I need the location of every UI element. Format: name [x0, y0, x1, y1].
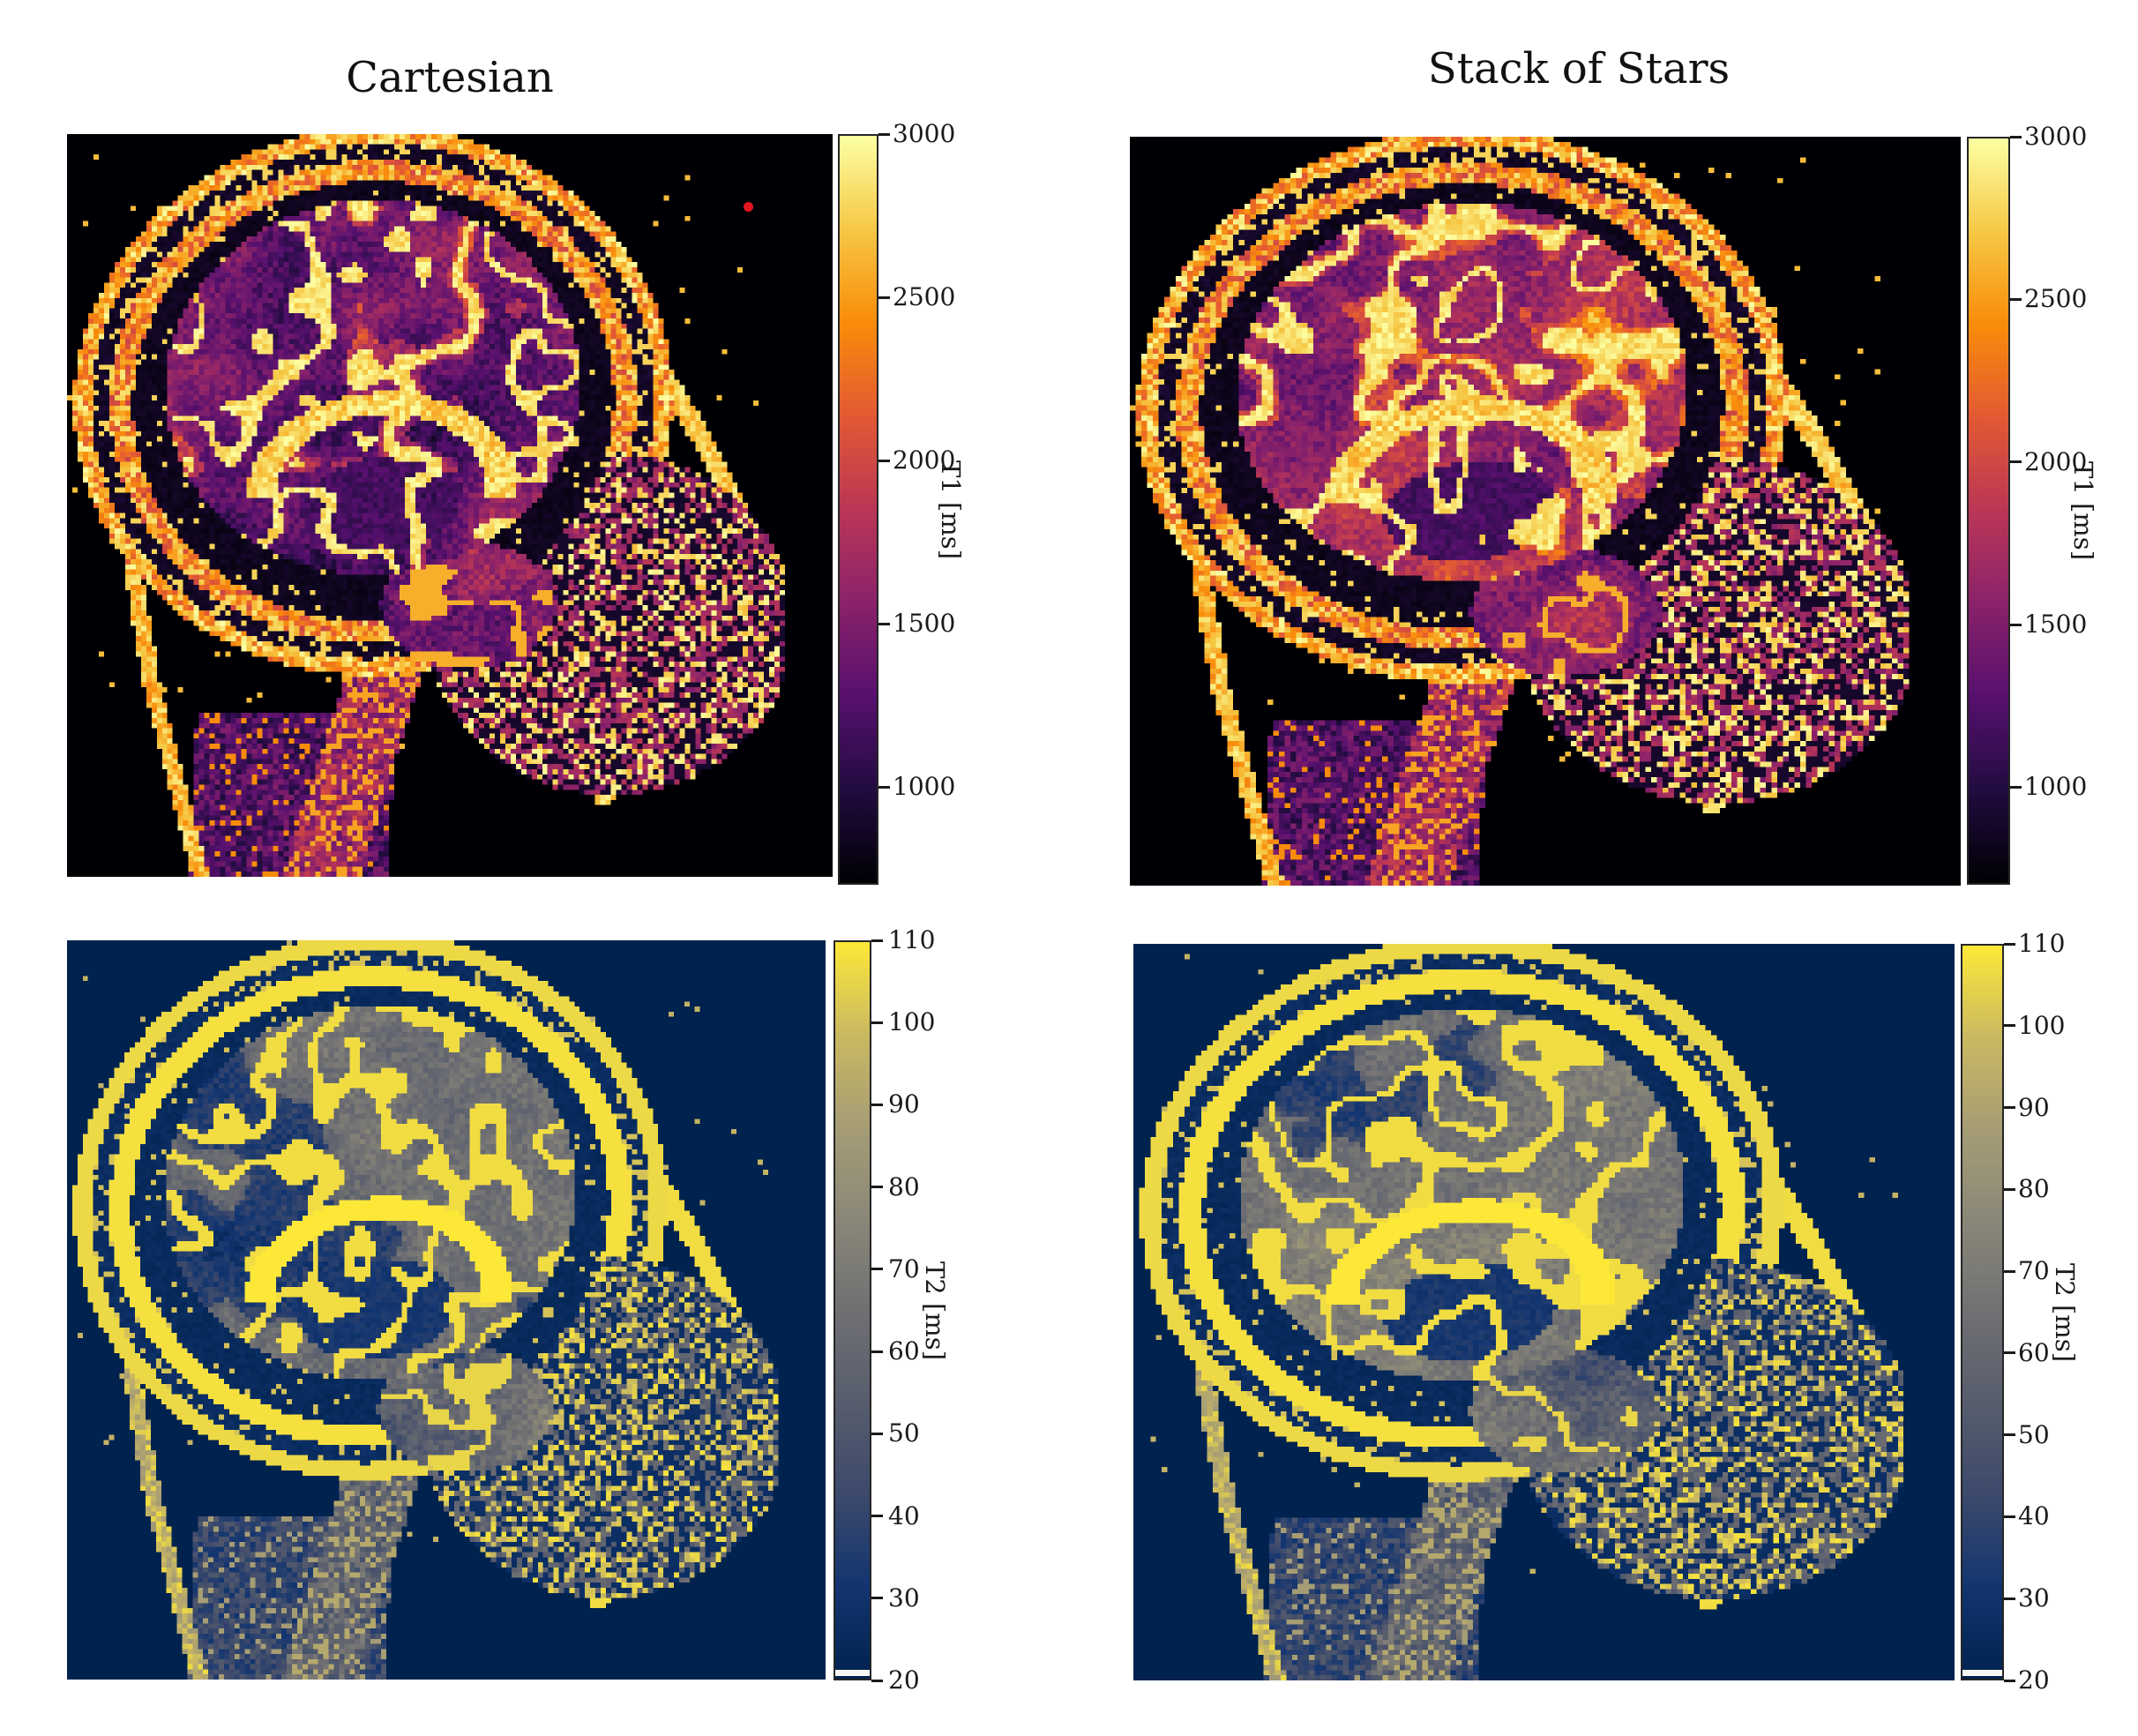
colorbar-tick-mark — [2010, 623, 2022, 626]
colorbar-tick-mark — [2004, 1433, 2015, 1437]
colorbar-tick-label: 1000 — [2024, 772, 2088, 802]
t2-colorbar-left — [834, 940, 871, 1680]
colorbar-tick-label: 30 — [2018, 1583, 2050, 1613]
colorbar-tick-mark — [871, 1103, 883, 1106]
colorbar-tick-mark — [2004, 942, 2015, 946]
colorbar-tick-mark — [871, 1350, 883, 1353]
colorbar-tick-label: 3000 — [2024, 122, 2088, 151]
colorbar-tick-label: 80 — [2018, 1174, 2050, 1204]
colorbar-tick-label: 2000 — [893, 445, 956, 475]
colorbar-tick-mark — [871, 1679, 883, 1682]
colorbar-tick-label: 60 — [888, 1336, 920, 1366]
colorbar-tick-mark — [878, 296, 890, 299]
column-title-cartesian: Cartesian — [346, 53, 554, 102]
colorbar-tick-label: 90 — [888, 1089, 920, 1119]
t2-map-cartesian-image — [67, 940, 826, 1680]
colorbar-tick-mark — [871, 1515, 883, 1518]
colorbar-tick-label: 110 — [2018, 929, 2066, 958]
colorbar-tick-mark — [2010, 297, 2022, 301]
colorbar-tick-mark — [2004, 1269, 2015, 1273]
colorbar-tick-label: 40 — [888, 1500, 920, 1530]
colorbar-tick-mark — [2004, 1597, 2015, 1600]
t1-map-stack-of-stars-image — [1130, 137, 1961, 886]
colorbar-tick-mark — [871, 1021, 883, 1024]
colorbar-tick-label: 110 — [888, 925, 936, 954]
colorbar-tick-mark — [871, 1597, 883, 1600]
colorbar-tick-label: 20 — [2018, 1665, 2050, 1695]
column-title-stack-of-stars: Stack of Stars — [1427, 44, 1731, 94]
colorbar-tick-mark — [871, 939, 883, 942]
colorbar-tick-mark — [2010, 135, 2022, 138]
colorbar-tick-label: 100 — [2018, 1010, 2066, 1040]
colorbar-tick-label: 2000 — [2024, 446, 2088, 476]
colorbar-tick-label: 1500 — [893, 609, 956, 638]
colorbar-tick-label: 70 — [2018, 1256, 2050, 1286]
colorbar-bottom-stripe — [1962, 1670, 2002, 1676]
colorbar-tick-mark — [878, 622, 890, 625]
colorbar-tick-label: 2500 — [893, 282, 956, 311]
colorbar-tick-mark — [871, 1268, 883, 1271]
colorbar-tick-mark — [871, 1186, 883, 1189]
colorbar-tick-label: 50 — [888, 1418, 920, 1448]
t2-colorbar-label-right: T2 [ms] — [2050, 1262, 2080, 1363]
colorbar-tick-label: 90 — [2018, 1092, 2050, 1122]
colorbar-tick-mark — [2004, 1024, 2015, 1028]
t2-colorbar-label-left: T2 [ms] — [920, 1261, 950, 1361]
colorbar-tick-mark — [2004, 1106, 2015, 1110]
t1-map-cartesian-image — [67, 134, 833, 877]
colorbar-tick-label: 1000 — [893, 772, 956, 801]
colorbar-tick-mark — [2004, 1515, 2015, 1518]
colorbar-tick-mark — [2004, 1351, 2015, 1355]
t2-map-stack-of-stars-image — [1133, 944, 1955, 1680]
colorbar-tick-mark — [871, 1432, 883, 1435]
colorbar-tick-label: 50 — [2018, 1419, 2050, 1449]
colorbar-tick-mark — [878, 132, 890, 136]
colorbar-bottom-stripe — [835, 1670, 870, 1676]
colorbar-tick-mark — [2010, 785, 2022, 789]
colorbar-tick-label: 100 — [888, 1007, 936, 1037]
t1-colorbar-right — [1967, 137, 2010, 885]
colorbar-tick-mark — [2010, 460, 2022, 464]
red-dot-marker — [743, 201, 753, 212]
colorbar-tick-label: 80 — [888, 1171, 920, 1201]
colorbar-tick-label: 60 — [2018, 1337, 2050, 1367]
colorbar-tick-label: 40 — [2018, 1501, 2050, 1531]
t1-colorbar-left — [838, 134, 878, 885]
colorbar-tick-mark — [878, 459, 890, 462]
colorbar-tick-label: 3000 — [893, 119, 956, 148]
t2-colorbar-right — [1961, 944, 2004, 1680]
t1-colorbar-label-right: T1 [ms] — [2068, 460, 2098, 561]
colorbar-tick-label: 30 — [888, 1583, 920, 1613]
t1-colorbar-label-left: T1 [ms] — [936, 460, 966, 560]
colorbar-tick-label: 70 — [888, 1253, 920, 1283]
colorbar-tick-label: 1500 — [2024, 610, 2088, 640]
colorbar-tick-mark — [2004, 1679, 2015, 1682]
colorbar-tick-mark — [2004, 1187, 2015, 1191]
colorbar-tick-mark — [878, 785, 890, 789]
colorbar-tick-label: 2500 — [2024, 284, 2088, 314]
colorbar-tick-label: 20 — [888, 1665, 920, 1695]
